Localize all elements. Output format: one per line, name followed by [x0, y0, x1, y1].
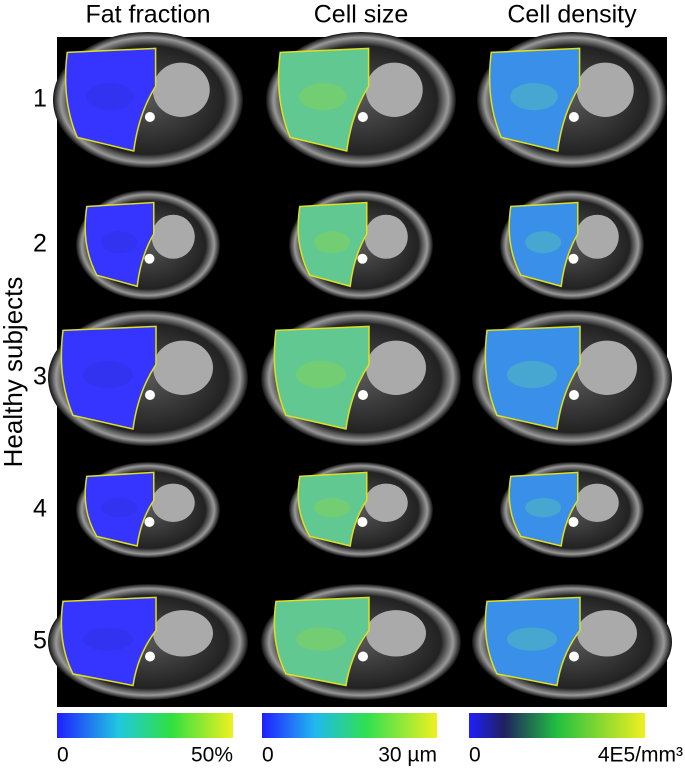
organ: [575, 483, 619, 522]
mri-image: [289, 462, 433, 558]
spine: [569, 390, 579, 400]
mri-image: [500, 190, 644, 300]
liver-texture: [101, 231, 138, 254]
liver-texture: [510, 83, 558, 111]
spine: [358, 651, 368, 662]
column-header: Cell size: [314, 1, 408, 29]
colorbar-max-label: 4E5/mm³: [598, 744, 683, 767]
row-label: 5: [33, 627, 47, 655]
spine: [357, 517, 368, 527]
organ: [151, 483, 195, 522]
spine: [145, 390, 155, 400]
colorbar-min-label: 0: [262, 744, 274, 767]
mri-image: [53, 32, 243, 168]
side-label: Healthy subjects: [0, 277, 28, 468]
liver-texture: [83, 361, 133, 389]
colorbar: [57, 713, 233, 738]
mri-image: [76, 190, 220, 300]
row-label: 2: [33, 230, 47, 258]
organ: [366, 610, 426, 657]
spine: [144, 253, 155, 264]
spine: [568, 253, 579, 264]
organ: [151, 214, 195, 259]
organ: [153, 610, 213, 657]
colorbar: [262, 713, 437, 738]
liver-texture: [314, 231, 351, 254]
organ: [575, 214, 619, 259]
row-label: 4: [33, 495, 47, 523]
organ: [153, 340, 213, 395]
spine: [568, 517, 579, 527]
liver-texture: [314, 498, 351, 518]
column-header: Fat fraction: [85, 1, 210, 29]
liver-texture: [525, 498, 562, 518]
organ: [152, 62, 210, 117]
colorbar-max-label: 50%: [191, 744, 233, 767]
spine: [357, 253, 368, 264]
liver-texture: [101, 498, 138, 518]
liver-texture: [525, 231, 562, 254]
organ: [576, 62, 634, 117]
mri-image: [477, 32, 667, 168]
liver-texture: [86, 83, 134, 111]
liver-texture: [299, 83, 347, 111]
mri-image: [289, 190, 433, 300]
mri-image: [472, 310, 672, 446]
spine: [145, 651, 155, 662]
organ: [365, 62, 423, 117]
mri-image: [472, 584, 672, 700]
spine: [358, 390, 368, 400]
organ: [366, 340, 426, 395]
spine: [144, 517, 155, 527]
spine: [357, 112, 368, 122]
mri-image: [500, 462, 644, 558]
spine: [569, 651, 579, 662]
colorbar-max-label: 30 µm: [378, 744, 437, 767]
mri-image: [261, 584, 461, 700]
organ: [364, 483, 408, 522]
mri-image: [261, 310, 461, 446]
organ: [577, 610, 637, 657]
spine: [144, 112, 155, 122]
liver-texture: [296, 361, 346, 389]
mri-image: [48, 584, 248, 700]
organ: [577, 340, 637, 395]
liver-texture: [83, 627, 133, 651]
mri-image: [76, 462, 220, 558]
liver-texture: [507, 361, 557, 389]
organ: [364, 214, 408, 259]
row-label: 1: [33, 85, 47, 113]
column-header: Cell density: [507, 1, 637, 29]
mri-image: [266, 32, 456, 168]
colorbar-min-label: 0: [469, 744, 481, 767]
colorbar-min-label: 0: [57, 744, 69, 767]
liver-texture: [296, 627, 346, 651]
row-label: 3: [33, 363, 47, 391]
liver-texture: [507, 627, 557, 651]
spine: [568, 112, 579, 122]
mri-image: [48, 310, 248, 446]
colorbar: [469, 713, 645, 738]
